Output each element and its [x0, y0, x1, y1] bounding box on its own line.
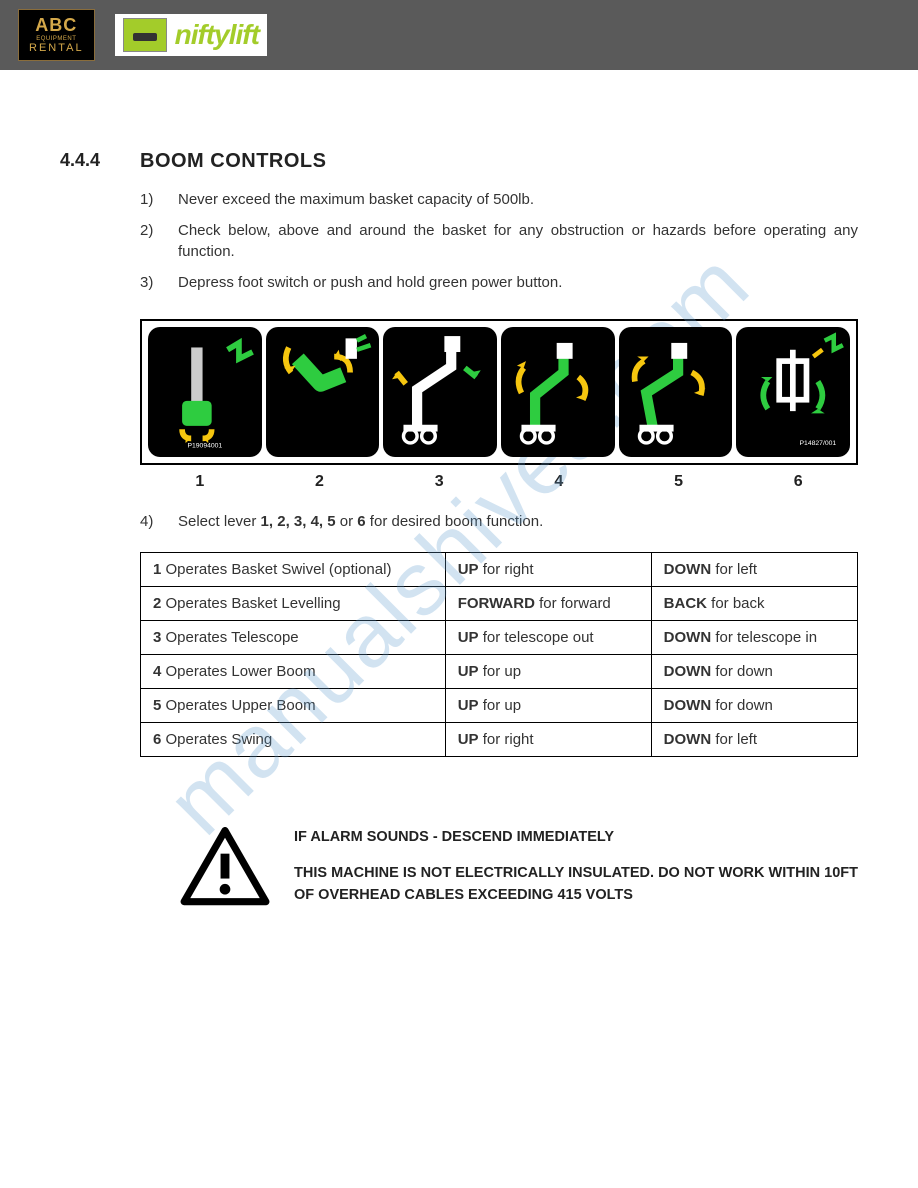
panel-1: P19094001 [148, 327, 262, 457]
svg-text:P14827/001: P14827/001 [800, 440, 837, 447]
panel-labels: 1 2 3 4 5 6 [140, 473, 858, 491]
warning-icon [180, 827, 270, 907]
table-row: 3 Operates TelescopeUP for telescope out… [141, 621, 858, 655]
table-row: 4 Operates Lower BoomUP for upDOWN for d… [141, 655, 858, 689]
step-3: 3) Depress foot switch or push and hold … [140, 272, 858, 293]
step-2: 2) Check below, above and around the bas… [140, 220, 858, 262]
abc-logo: ABC EQUIPMENT RENTAL [18, 9, 95, 61]
page-content: manualshives.com 4.4.4 BOOM CONTROLS 1) … [0, 70, 918, 947]
niftylift-text: niftylift [175, 19, 259, 51]
table-row: 2 Operates Basket LevellingFORWARD for f… [141, 587, 858, 621]
warning-text: IF ALARM SOUNDS - DESCEND IMMEDIATELY TH… [294, 827, 858, 906]
step-4: 4) Select lever 1, 2, 3, 4, 5 or 6 for d… [140, 511, 858, 532]
table-row: 6 Operates SwingUP for rightDOWN for lef… [141, 723, 858, 757]
abc-logo-mid: EQUIPMENT [29, 36, 84, 43]
section-title: BOOM CONTROLS [140, 150, 858, 173]
table-row: 5 Operates Upper BoomUP for upDOWN for d… [141, 689, 858, 723]
panel-2 [266, 327, 380, 457]
panel-5 [619, 327, 733, 457]
panel-6: P14827/001 [736, 327, 850, 457]
svg-text:P19094001: P19094001 [187, 442, 222, 449]
header-bar: ABC EQUIPMENT RENTAL niftylift [0, 0, 918, 70]
section-number: 4.4.4 [60, 150, 110, 907]
panel-3 [383, 327, 497, 457]
niftylift-icon [123, 18, 167, 52]
abc-logo-top: ABC [29, 16, 84, 36]
panel-4 [501, 327, 615, 457]
warning-block: IF ALARM SOUNDS - DESCEND IMMEDIATELY TH… [140, 827, 858, 907]
step-1: 1) Never exceed the maximum basket capac… [140, 189, 858, 210]
abc-logo-bot: RENTAL [29, 42, 84, 54]
table-row: 1 Operates Basket Swivel (optional)UP fo… [141, 553, 858, 587]
controls-table: 1 Operates Basket Swivel (optional)UP fo… [140, 552, 858, 757]
niftylift-logo: niftylift [115, 14, 267, 56]
boom-diagram: P19094001 [140, 319, 858, 465]
